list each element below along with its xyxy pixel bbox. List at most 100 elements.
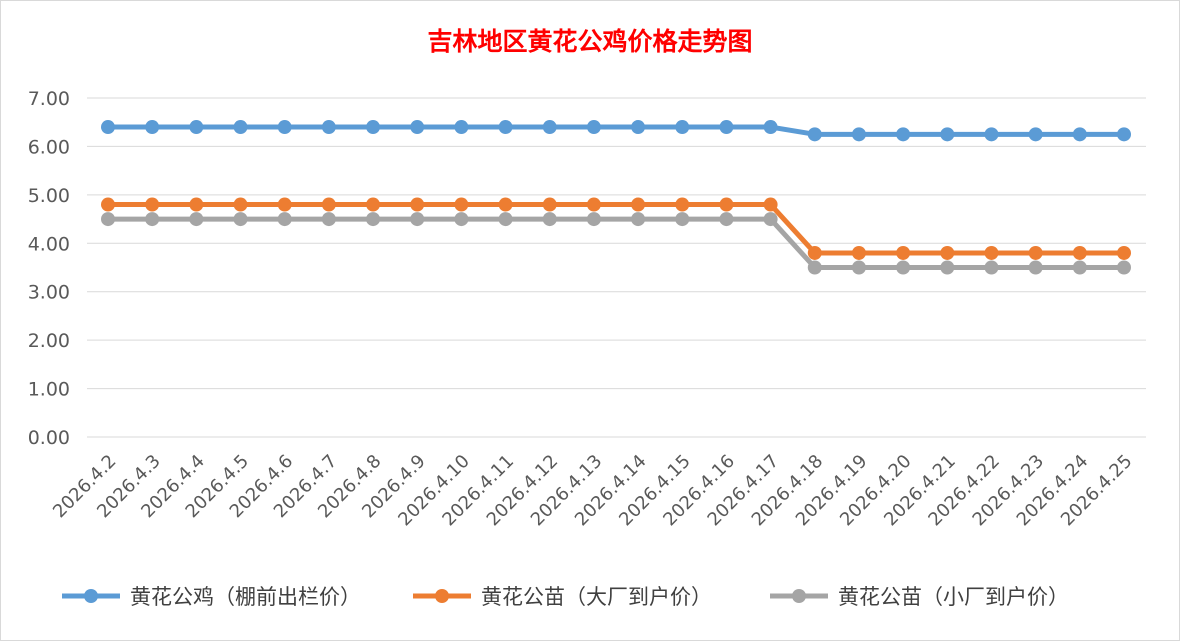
data-point xyxy=(763,212,778,227)
data-point xyxy=(631,197,646,212)
data-point xyxy=(410,197,425,212)
series-line xyxy=(105,202,1127,256)
data-point xyxy=(498,212,513,227)
legend-item: 黄花公苗（小厂到户价） xyxy=(770,585,1069,609)
data-point xyxy=(498,120,513,135)
data-point xyxy=(145,212,160,227)
legend: 黄花公鸡（棚前出栏价） 黄花公苗（大厂到户价） 黄花公苗（小厂到户价） xyxy=(62,585,1069,609)
data-point xyxy=(763,197,778,212)
data-point xyxy=(1072,260,1087,275)
data-point xyxy=(321,212,336,227)
data-point xyxy=(984,260,999,275)
data-point xyxy=(586,212,601,227)
data-point xyxy=(277,212,292,227)
data-point xyxy=(366,212,381,227)
data-point xyxy=(410,120,425,135)
y-tick-label: 1.00 xyxy=(28,379,70,401)
legend-marker xyxy=(792,589,806,603)
y-tick-label: 4.00 xyxy=(28,233,70,255)
data-point xyxy=(1117,260,1131,275)
data-point xyxy=(940,260,955,275)
data-point xyxy=(675,212,690,227)
data-point xyxy=(542,197,557,212)
data-point xyxy=(675,197,690,212)
data-point xyxy=(896,260,911,275)
series-line xyxy=(105,216,1127,270)
data-point xyxy=(1117,245,1131,260)
data-point xyxy=(410,212,425,227)
data-point xyxy=(719,197,734,212)
series-lines xyxy=(101,120,1131,275)
data-point xyxy=(189,212,204,227)
y-tick-label: 7.00 xyxy=(28,88,70,110)
data-point xyxy=(498,197,513,212)
data-point xyxy=(233,197,248,212)
data-point xyxy=(851,127,866,142)
y-tick-label: 0.00 xyxy=(28,427,70,449)
legend-label: 黄花公鸡（棚前出栏价） xyxy=(130,585,361,609)
data-point xyxy=(1117,127,1131,142)
data-point xyxy=(145,120,160,135)
data-point xyxy=(277,120,292,135)
series-3 xyxy=(101,212,1131,275)
data-point xyxy=(851,245,866,260)
data-point xyxy=(631,120,646,135)
data-point xyxy=(896,127,911,142)
data-point xyxy=(233,120,248,135)
data-point xyxy=(851,260,866,275)
data-point xyxy=(454,120,469,135)
data-point xyxy=(1028,127,1043,142)
y-axis-ticks: 0.00 1.00 2.00 3.00 4.00 5.00 6.00 7.00 xyxy=(28,88,70,449)
data-point xyxy=(586,120,601,135)
data-point xyxy=(233,212,248,227)
data-point xyxy=(984,245,999,260)
data-point xyxy=(542,212,557,227)
data-point xyxy=(631,212,646,227)
y-tick-label: 3.00 xyxy=(28,282,70,304)
data-point xyxy=(1028,260,1043,275)
data-point xyxy=(454,197,469,212)
data-point xyxy=(1072,127,1087,142)
data-point xyxy=(807,245,822,260)
data-point xyxy=(675,120,690,135)
data-point xyxy=(940,245,955,260)
data-point xyxy=(366,197,381,212)
data-point xyxy=(366,120,381,135)
series-1 xyxy=(101,120,1131,142)
y-tick-label: 5.00 xyxy=(28,185,70,207)
chart-title: 吉林地区黄花公鸡价格走势图 xyxy=(427,27,752,56)
data-point xyxy=(277,197,292,212)
legend-marker xyxy=(435,589,449,603)
data-point xyxy=(321,120,336,135)
data-point xyxy=(101,197,115,212)
data-point xyxy=(807,260,822,275)
gridlines xyxy=(87,97,1146,438)
data-point xyxy=(101,120,115,135)
data-point xyxy=(719,212,734,227)
data-point xyxy=(145,197,160,212)
y-tick-label: 6.00 xyxy=(28,136,70,158)
y-tick-label: 2.00 xyxy=(28,330,70,352)
data-point xyxy=(189,120,204,135)
legend-label: 黄花公苗（小厂到户价） xyxy=(838,585,1069,609)
data-point xyxy=(101,212,115,227)
legend-label: 黄花公苗（大厂到户价） xyxy=(481,585,712,609)
series-line xyxy=(105,124,1127,137)
data-point xyxy=(719,120,734,135)
data-point xyxy=(896,245,911,260)
data-point xyxy=(321,197,336,212)
data-point xyxy=(807,127,822,142)
legend-item: 黄花公苗（大厂到户价） xyxy=(413,585,712,609)
data-point xyxy=(763,120,778,135)
series-2 xyxy=(101,197,1131,260)
data-point xyxy=(984,127,999,142)
data-point xyxy=(586,197,601,212)
legend-marker xyxy=(84,589,98,603)
data-point xyxy=(189,197,204,212)
data-point xyxy=(542,120,557,135)
data-point xyxy=(940,127,955,142)
data-point xyxy=(454,212,469,227)
